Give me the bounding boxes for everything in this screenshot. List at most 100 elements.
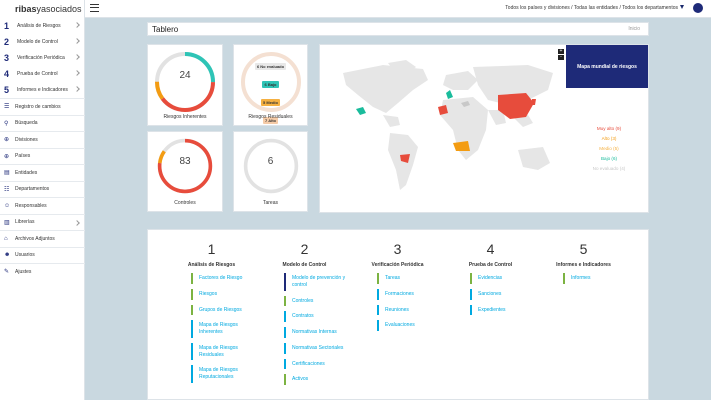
sidebar-item-entidades[interactable]: ▤ Entidades [0, 164, 85, 181]
riesgos-inherentes-label: Riesgos Inherentes [163, 114, 207, 120]
sidebar: ribasyasociados 1 Análisis de Riesgos 2 Mod… [0, 0, 85, 400]
gauge-tareas [243, 138, 298, 194]
module-link[interactable]: Expedientes [470, 304, 537, 316]
legend-item: Muy alto (9) [596, 126, 622, 131]
avatar[interactable] [693, 3, 703, 13]
sidebar-item-ajustes[interactable]: ✎ Ajustes [0, 263, 85, 280]
module-link[interactable]: Factores de Riesgo [191, 273, 258, 284]
sidebar-item-label: Verificación Periódica [17, 55, 65, 61]
filter-icon [680, 5, 684, 9]
sidebar-icon: ☻ [4, 252, 11, 259]
module-link[interactable]: Riesgos [191, 288, 258, 300]
sidebar-icon: ▤ [4, 170, 10, 177]
sidebar-item-archivos-adjuntos[interactable]: ⌂ Archivos Adjuntos [0, 230, 85, 247]
sidebar-item-label: Departamentos [15, 186, 50, 193]
sidebar-item-module-3[interactable]: 3 Verificación Periódica [0, 50, 85, 66]
sidebar-icon: ☺ [4, 202, 11, 209]
menu-toggle-icon[interactable] [90, 4, 99, 12]
module-link[interactable]: Controles [284, 295, 351, 307]
module-number: 1 [4, 21, 10, 31]
module-number: 3 [4, 53, 10, 63]
module-number: 4 [4, 69, 10, 79]
module-link[interactable]: Formaciones [377, 288, 444, 300]
module-link[interactable]: Normativas Sectoriales [284, 342, 351, 354]
card-riesgos-inherentes[interactable]: 24 Riesgos Inherentes [147, 44, 223, 126]
legend-item: Medio (5) [599, 146, 619, 151]
sidebar-icon: ▥ [4, 219, 10, 226]
card-tareas[interactable]: 6 Tareas [233, 131, 308, 212]
module-link[interactable]: Activos [284, 374, 351, 385]
world-map[interactable] [328, 55, 568, 205]
module-column-2: 2 Modelo de Control Modelo de prevención y… [258, 230, 351, 390]
module-link[interactable]: Grupos de Riesgos [191, 304, 258, 316]
sidebar-nav: 1 Análisis de Riesgos 2 Modelo de Control 3 V… [0, 18, 85, 280]
sidebar-item-usuarios[interactable]: ☻ Usuarios [0, 246, 85, 264]
sidebar-item-label: Países [15, 153, 31, 160]
card-controles[interactable]: 83 Controles [147, 131, 223, 212]
breadcrumb-home[interactable]: Inicio [628, 26, 640, 32]
module-column-3: 3 Verificación Periódica Tareas Formaciones… [351, 230, 444, 336]
module-title: Prueba de Control [468, 262, 513, 268]
module-column-5: 5 Informes e Indicadores Informes [537, 230, 630, 289]
controles-value: 83 [179, 156, 191, 167]
module-link[interactable]: Evaluaciones [377, 320, 444, 331]
gauge-controles [157, 138, 213, 194]
module-link[interactable]: Sanciones [470, 288, 537, 300]
module-link[interactable]: Tareas [377, 273, 444, 284]
zoom-in-button[interactable]: + [558, 48, 564, 54]
map-legend: Muy alto (9) Alto (3) Medio (5) Bajo (6) No … [590, 126, 628, 176]
module-number: 3 [393, 241, 402, 257]
sidebar-item-label: Responsables [15, 202, 47, 209]
page-title: Tablero [152, 25, 179, 34]
riesgos-inherentes-value: 24 [179, 70, 191, 81]
module-link[interactable]: Certificaciones [284, 358, 351, 370]
module-number: 4 [486, 241, 495, 257]
sidebar-item-registro-de-cambios[interactable]: ☰ Registro de cambios [0, 98, 85, 115]
module-link[interactable]: Normativas Internas [284, 327, 351, 338]
sidebar-icon: ⊕ [4, 137, 10, 144]
module-link[interactable]: Evidencias [470, 273, 537, 284]
sidebar-item-label: Archivos Adjuntos [15, 235, 55, 242]
sidebar-icon: ✎ [4, 269, 10, 276]
map-zoom-controls: + - [558, 49, 564, 61]
sidebar-item-module-4[interactable]: 4 Prueba de Control [0, 66, 85, 82]
page-header: Tablero Inicio [147, 22, 649, 36]
module-link[interactable]: Reuniones [377, 304, 444, 316]
module-link[interactable]: Contratos [284, 311, 351, 322]
sidebar-item-module-1[interactable]: 1 Análisis de Riesgos [0, 18, 85, 34]
sidebar-item-label: Análisis de Riesgos [17, 23, 61, 29]
module-link[interactable]: Modelo de prevención y control [284, 273, 351, 291]
module-link[interactable]: Mapa de Riesgos Reputacionales [191, 365, 258, 383]
module-title: Modelo de Control [282, 262, 327, 268]
sidebar-item-module-5[interactable]: 5 Informes e Indicadores [0, 82, 85, 98]
sidebar-item-label: Modelo de Control [17, 39, 58, 45]
scope-filter[interactable]: Todos los países y divisiones / Todas la… [505, 5, 684, 11]
gauge-riesgos-residuales [240, 52, 301, 112]
legend-item: Bajo (6) [600, 156, 618, 161]
module-column-1: 1 Análisis de Riesgos Factores de Riesgo Ri… [165, 230, 258, 388]
module-link[interactable]: Mapa de Riesgos Inherentes [191, 320, 258, 338]
world-risk-map: + - Mapa mundial de riesgos Muy alto (9)… [319, 44, 649, 213]
module-number: 5 [4, 85, 10, 95]
sidebar-item-responsables[interactable]: ☺ Responsables [0, 197, 85, 214]
brand-logo[interactable]: ribasyasociados [15, 4, 82, 14]
sidebar-item-divisiones[interactable]: ⊕ Divisiones [0, 131, 85, 148]
sidebar-item-label: Entidades [15, 169, 38, 176]
tareas-value: 6 [267, 156, 274, 167]
sidebar-item-module-2[interactable]: 2 Modelo de Control [0, 34, 85, 50]
topbar: Todos los países y divisiones / Todas la… [85, 0, 711, 18]
sidebar-item-b-squeda[interactable]: ⚲ Búsqueda [0, 114, 85, 132]
module-link[interactable]: Informes [563, 273, 630, 284]
sidebar-item-label: Divisiones [15, 136, 38, 143]
module-link[interactable]: Mapa de Riesgos Residuales [191, 342, 258, 361]
zoom-out-button[interactable]: - [558, 55, 564, 60]
chevron-right-icon [74, 219, 80, 226]
sidebar-item-departamentos[interactable]: ☷ Departamentos [0, 180, 85, 198]
sidebar-item-pa-ses[interactable]: ⊕ Países [0, 147, 85, 165]
sidebar-item-librer-as[interactable]: ▥ Librerías [0, 213, 85, 231]
sidebar-icon: ⊕ [4, 153, 10, 160]
residual-level-badge: 5 Medio [261, 99, 280, 106]
module-title: Informes e Indicadores [556, 262, 611, 268]
module-number: 2 [4, 37, 10, 47]
